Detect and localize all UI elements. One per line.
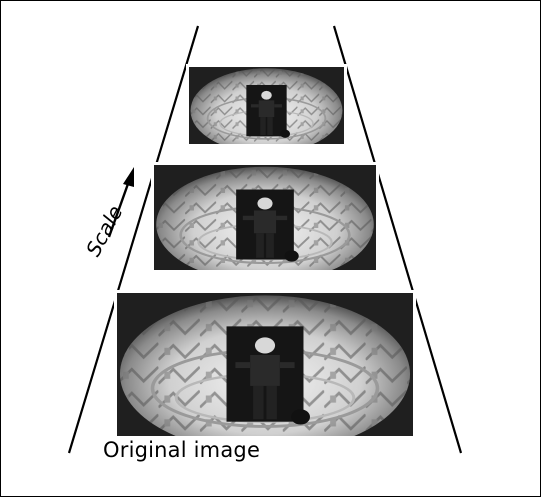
pyramid-level-bottom-image — [114, 290, 416, 439]
pyramid-right-edge — [332, 25, 463, 454]
pyramid-level-top-image — [186, 64, 347, 146]
pyramid-left-edge — [67, 25, 200, 454]
original-image-caption: Original image — [103, 438, 261, 462]
scale-arrow-icon — [107, 167, 134, 238]
pyramid-level-middle-image — [151, 162, 379, 273]
